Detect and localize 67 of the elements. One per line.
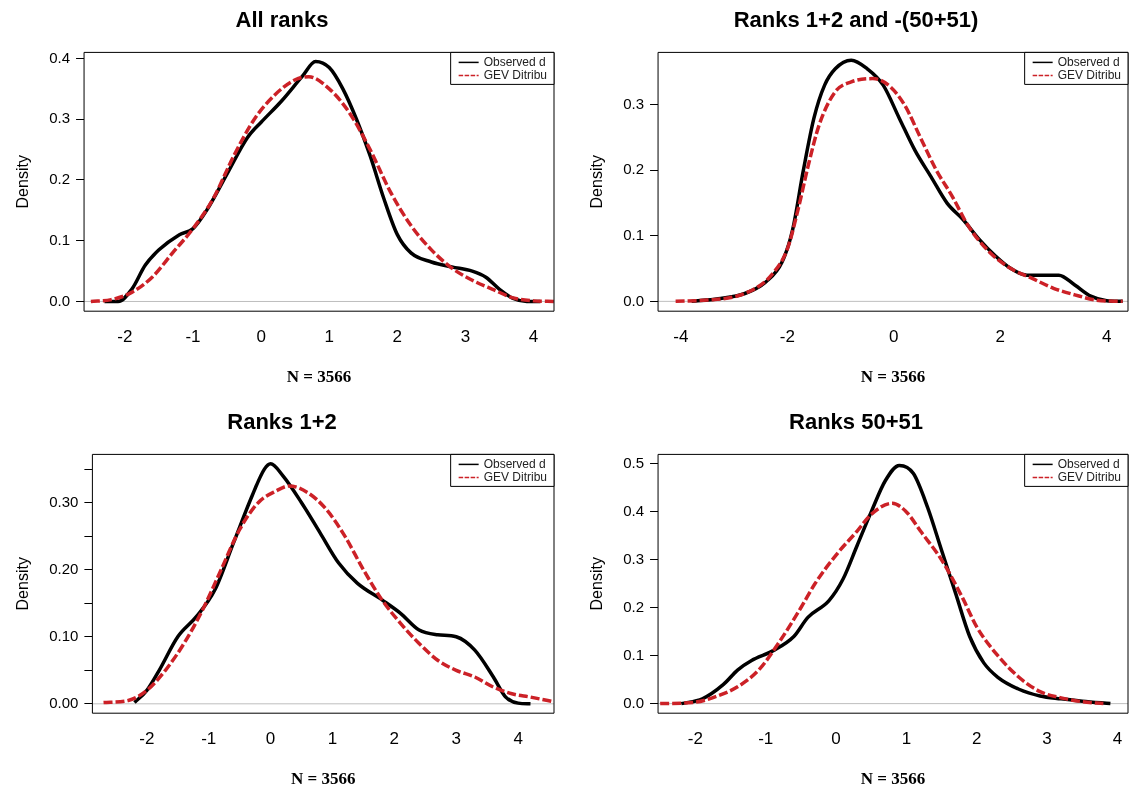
y-axis-title: Density <box>588 557 606 611</box>
x-tick-label: 4 <box>528 327 539 347</box>
x-tick-label: -1 <box>185 327 201 347</box>
y-tick-label: 0.1 <box>623 225 645 243</box>
y-axis-title: Density <box>14 155 32 209</box>
y-tick-label: 0.30 <box>49 492 79 510</box>
line-series <box>101 484 554 705</box>
legend-label: GEV Ditribu <box>483 67 548 82</box>
x-tick-label: 2 <box>389 729 400 749</box>
x-tick-label: 2 <box>972 729 982 749</box>
x-tick-label: 0 <box>256 327 266 347</box>
y-tick-label: 0.0 <box>623 693 645 711</box>
legend-label: Observed d <box>483 456 546 471</box>
y-tick-label: 0.2 <box>623 160 645 178</box>
x-tick-label: 4 <box>513 729 523 749</box>
y-tick-label: 0.3 <box>49 109 71 127</box>
x-axis-title: N = 3566 <box>290 769 356 789</box>
x-tick-label: -2 <box>117 327 133 347</box>
x-tick-label: 3 <box>451 729 461 749</box>
x-axis-title: N = 3566 <box>860 367 926 387</box>
legend-label: GEV Ditribu <box>1057 67 1122 82</box>
y-tick-label: 0.10 <box>49 626 79 644</box>
x-tick-label: 3 <box>1042 729 1052 749</box>
chart-title: Ranks 1+2 and -(50+51) <box>733 7 979 33</box>
y-tick-label: 0.0 <box>623 291 645 309</box>
chart-title: Ranks 1+2 <box>227 409 337 435</box>
line-series <box>658 501 1106 706</box>
y-tick-label: 0.2 <box>623 597 645 615</box>
x-tick-label: 1 <box>324 327 334 347</box>
x-axis-title: N = 3566 <box>860 769 926 789</box>
x-tick-label: 1 <box>901 729 912 749</box>
y-tick-label: 0.4 <box>49 48 71 66</box>
x-axis-title: N = 3566 <box>286 367 352 387</box>
x-tick-label: -1 <box>758 729 774 749</box>
y-tick-label: 0.00 <box>49 693 79 711</box>
y-tick-label: 0.1 <box>49 230 71 248</box>
y-tick-label: 0.5 <box>623 454 645 472</box>
x-tick-label: -2 <box>779 327 795 347</box>
chart-title: All ranks <box>235 7 329 33</box>
y-tick-label: 0.3 <box>623 549 645 567</box>
x-tick-label: 2 <box>995 327 1005 347</box>
legend-label: Observed d <box>1057 54 1120 69</box>
x-tick-label: 3 <box>460 327 471 347</box>
x-tick-label: 0 <box>831 729 841 749</box>
y-tick-label: 0.3 <box>623 94 645 112</box>
x-tick-label: 2 <box>392 327 403 347</box>
y-tick-label: 0.20 <box>49 559 79 577</box>
legend-label: Observed d <box>1057 456 1120 471</box>
y-axis-title: Density <box>14 557 32 611</box>
y-axis-title: Density <box>588 155 606 209</box>
y-tick-label: 0.2 <box>49 170 71 188</box>
legend-label: GEV Ditribu <box>483 469 548 484</box>
x-tick-label: -1 <box>201 729 217 749</box>
x-tick-label: 4 <box>1112 729 1123 749</box>
x-tick-label: -4 <box>673 327 689 347</box>
y-tick-label: 0.0 <box>49 291 71 309</box>
y-tick-label: 0.4 <box>623 502 645 520</box>
x-tick-label: -2 <box>139 729 155 749</box>
legend-label: Observed d <box>483 54 546 69</box>
x-tick-label: 1 <box>327 729 338 749</box>
x-tick-label: -2 <box>687 729 703 749</box>
x-tick-label: 0 <box>265 729 276 749</box>
y-tick-label: 0.1 <box>623 645 645 663</box>
chart-title: Ranks 50+51 <box>789 409 923 435</box>
x-tick-label: 4 <box>1101 327 1112 347</box>
x-tick-label: 0 <box>889 327 899 347</box>
legend-label: GEV Ditribu <box>1057 469 1122 484</box>
